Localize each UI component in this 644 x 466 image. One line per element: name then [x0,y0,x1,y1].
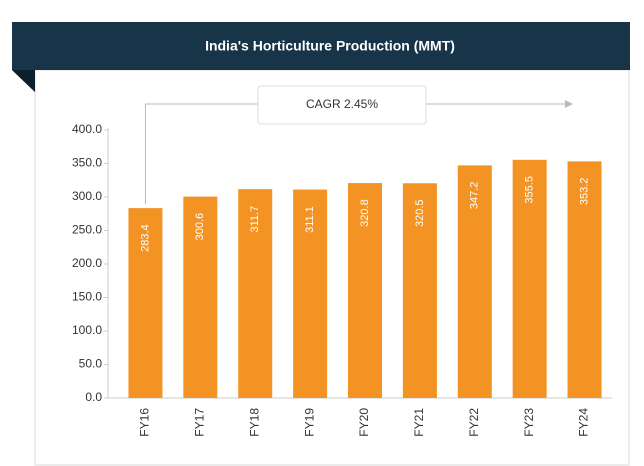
bar [512,159,547,398]
value-label: 347.2 [469,182,481,210]
bar [567,161,602,398]
y-tick-label: 100.0 [72,323,102,337]
bar [128,208,163,398]
x-tick-label: FY16 [138,408,152,437]
cagr-arrow [565,100,573,108]
x-tick-label: FY22 [467,408,481,437]
y-tick-label: 250.0 [72,223,102,237]
bar [457,165,492,398]
title-fold [12,70,35,92]
bar [348,183,382,398]
value-label: 320.8 [359,199,371,227]
value-label: 300.6 [194,213,206,241]
chart-title: India's Horticulture Production (MMT) [205,38,455,54]
x-tick-label: FY24 [577,408,591,437]
y-tick-label: 50.0 [79,357,103,371]
value-label: 320.5 [414,199,426,227]
cagr-label: CAGR 2.45% [306,97,378,111]
y-tick-label: 400.0 [72,122,102,136]
y-tick-label: 150.0 [72,290,102,304]
bar [183,196,218,398]
bar [238,189,273,398]
bar [402,183,437,398]
value-label: 355.5 [524,176,536,204]
title-bar [12,22,630,92]
value-label: 353.2 [578,178,590,206]
y-tick-label: 300.0 [72,189,102,203]
y-tick-label: 350.0 [72,156,102,170]
x-tick-label: FY17 [193,408,207,437]
value-label: 283.4 [139,224,151,252]
x-tick-label: FY18 [247,408,261,437]
value-label: 311.1 [304,206,316,233]
x-tick-label: FY23 [522,408,536,437]
x-tick-label: FY19 [302,408,316,437]
bar [293,189,328,398]
y-tick-label: 200.0 [72,256,102,270]
x-tick-label: FY20 [357,408,371,437]
y-tick-label: 0.0 [85,390,102,404]
cagr-box [257,85,427,125]
value-label: 311.7 [249,206,261,233]
x-tick-label: FY21 [412,408,426,437]
